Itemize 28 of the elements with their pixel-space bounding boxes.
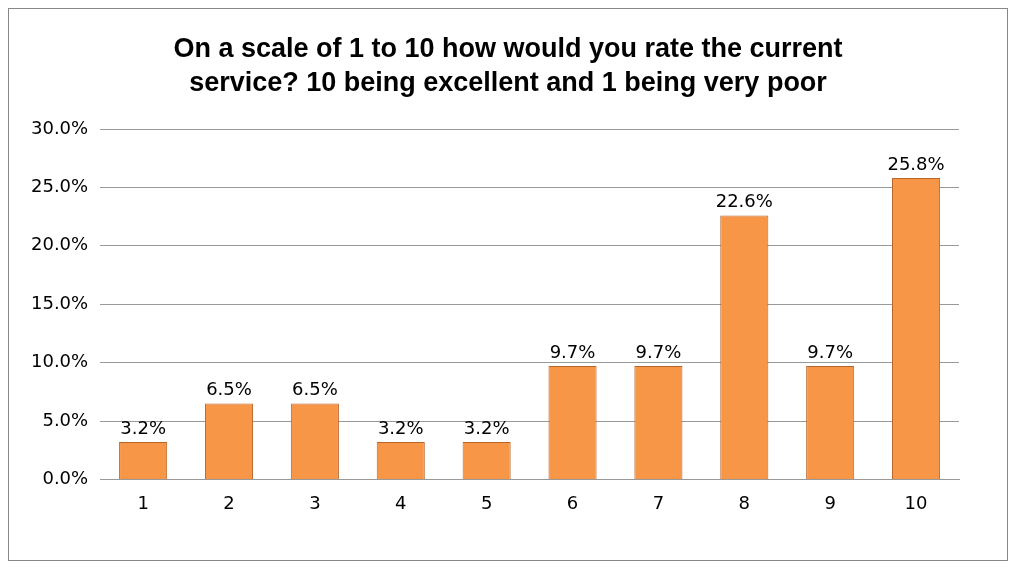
y-tick-label: 0.0% — [42, 467, 89, 489]
y-tick-label: 25.0% — [30, 175, 89, 197]
data-label: 9.7% — [807, 340, 854, 362]
data-label: 6.5% — [206, 378, 252, 400]
x-tick-label: 1 — [137, 491, 149, 513]
y-tick-label: 10.0% — [30, 350, 89, 372]
x-tick-label: 6 — [566, 491, 579, 513]
data-label: 3.2% — [120, 416, 166, 438]
y-tick-label: 15.0% — [30, 291, 89, 313]
y-tick-label: 20.0% — [30, 233, 89, 255]
x-tick-label: 2 — [223, 491, 235, 513]
data-label: 25.8% — [887, 152, 945, 174]
x-tick-label: 7 — [652, 491, 665, 513]
data-label: 22.6% — [715, 190, 773, 212]
x-tick-label: 10 — [904, 491, 928, 513]
data-label: 9.7% — [635, 340, 682, 362]
chart-title: On a scale of 1 to 10 how would you rate the current service? 10 being excellent and 1 being very poor — [172, 32, 844, 99]
data-label: 3.2% — [377, 416, 424, 438]
y-tick-label: 30.0% — [30, 116, 89, 138]
x-tick-label: 4 — [395, 491, 407, 513]
x-tick-label: 3 — [309, 491, 321, 513]
y-tick-label: 5.0% — [42, 408, 89, 430]
data-label: 6.5% — [292, 378, 338, 400]
x-tick-label: 9 — [824, 491, 836, 513]
data-label: 3.2% — [463, 416, 510, 438]
data-label: 9.7% — [549, 340, 596, 362]
x-tick-label: 8 — [738, 491, 751, 513]
x-tick-label: 5 — [480, 491, 493, 513]
